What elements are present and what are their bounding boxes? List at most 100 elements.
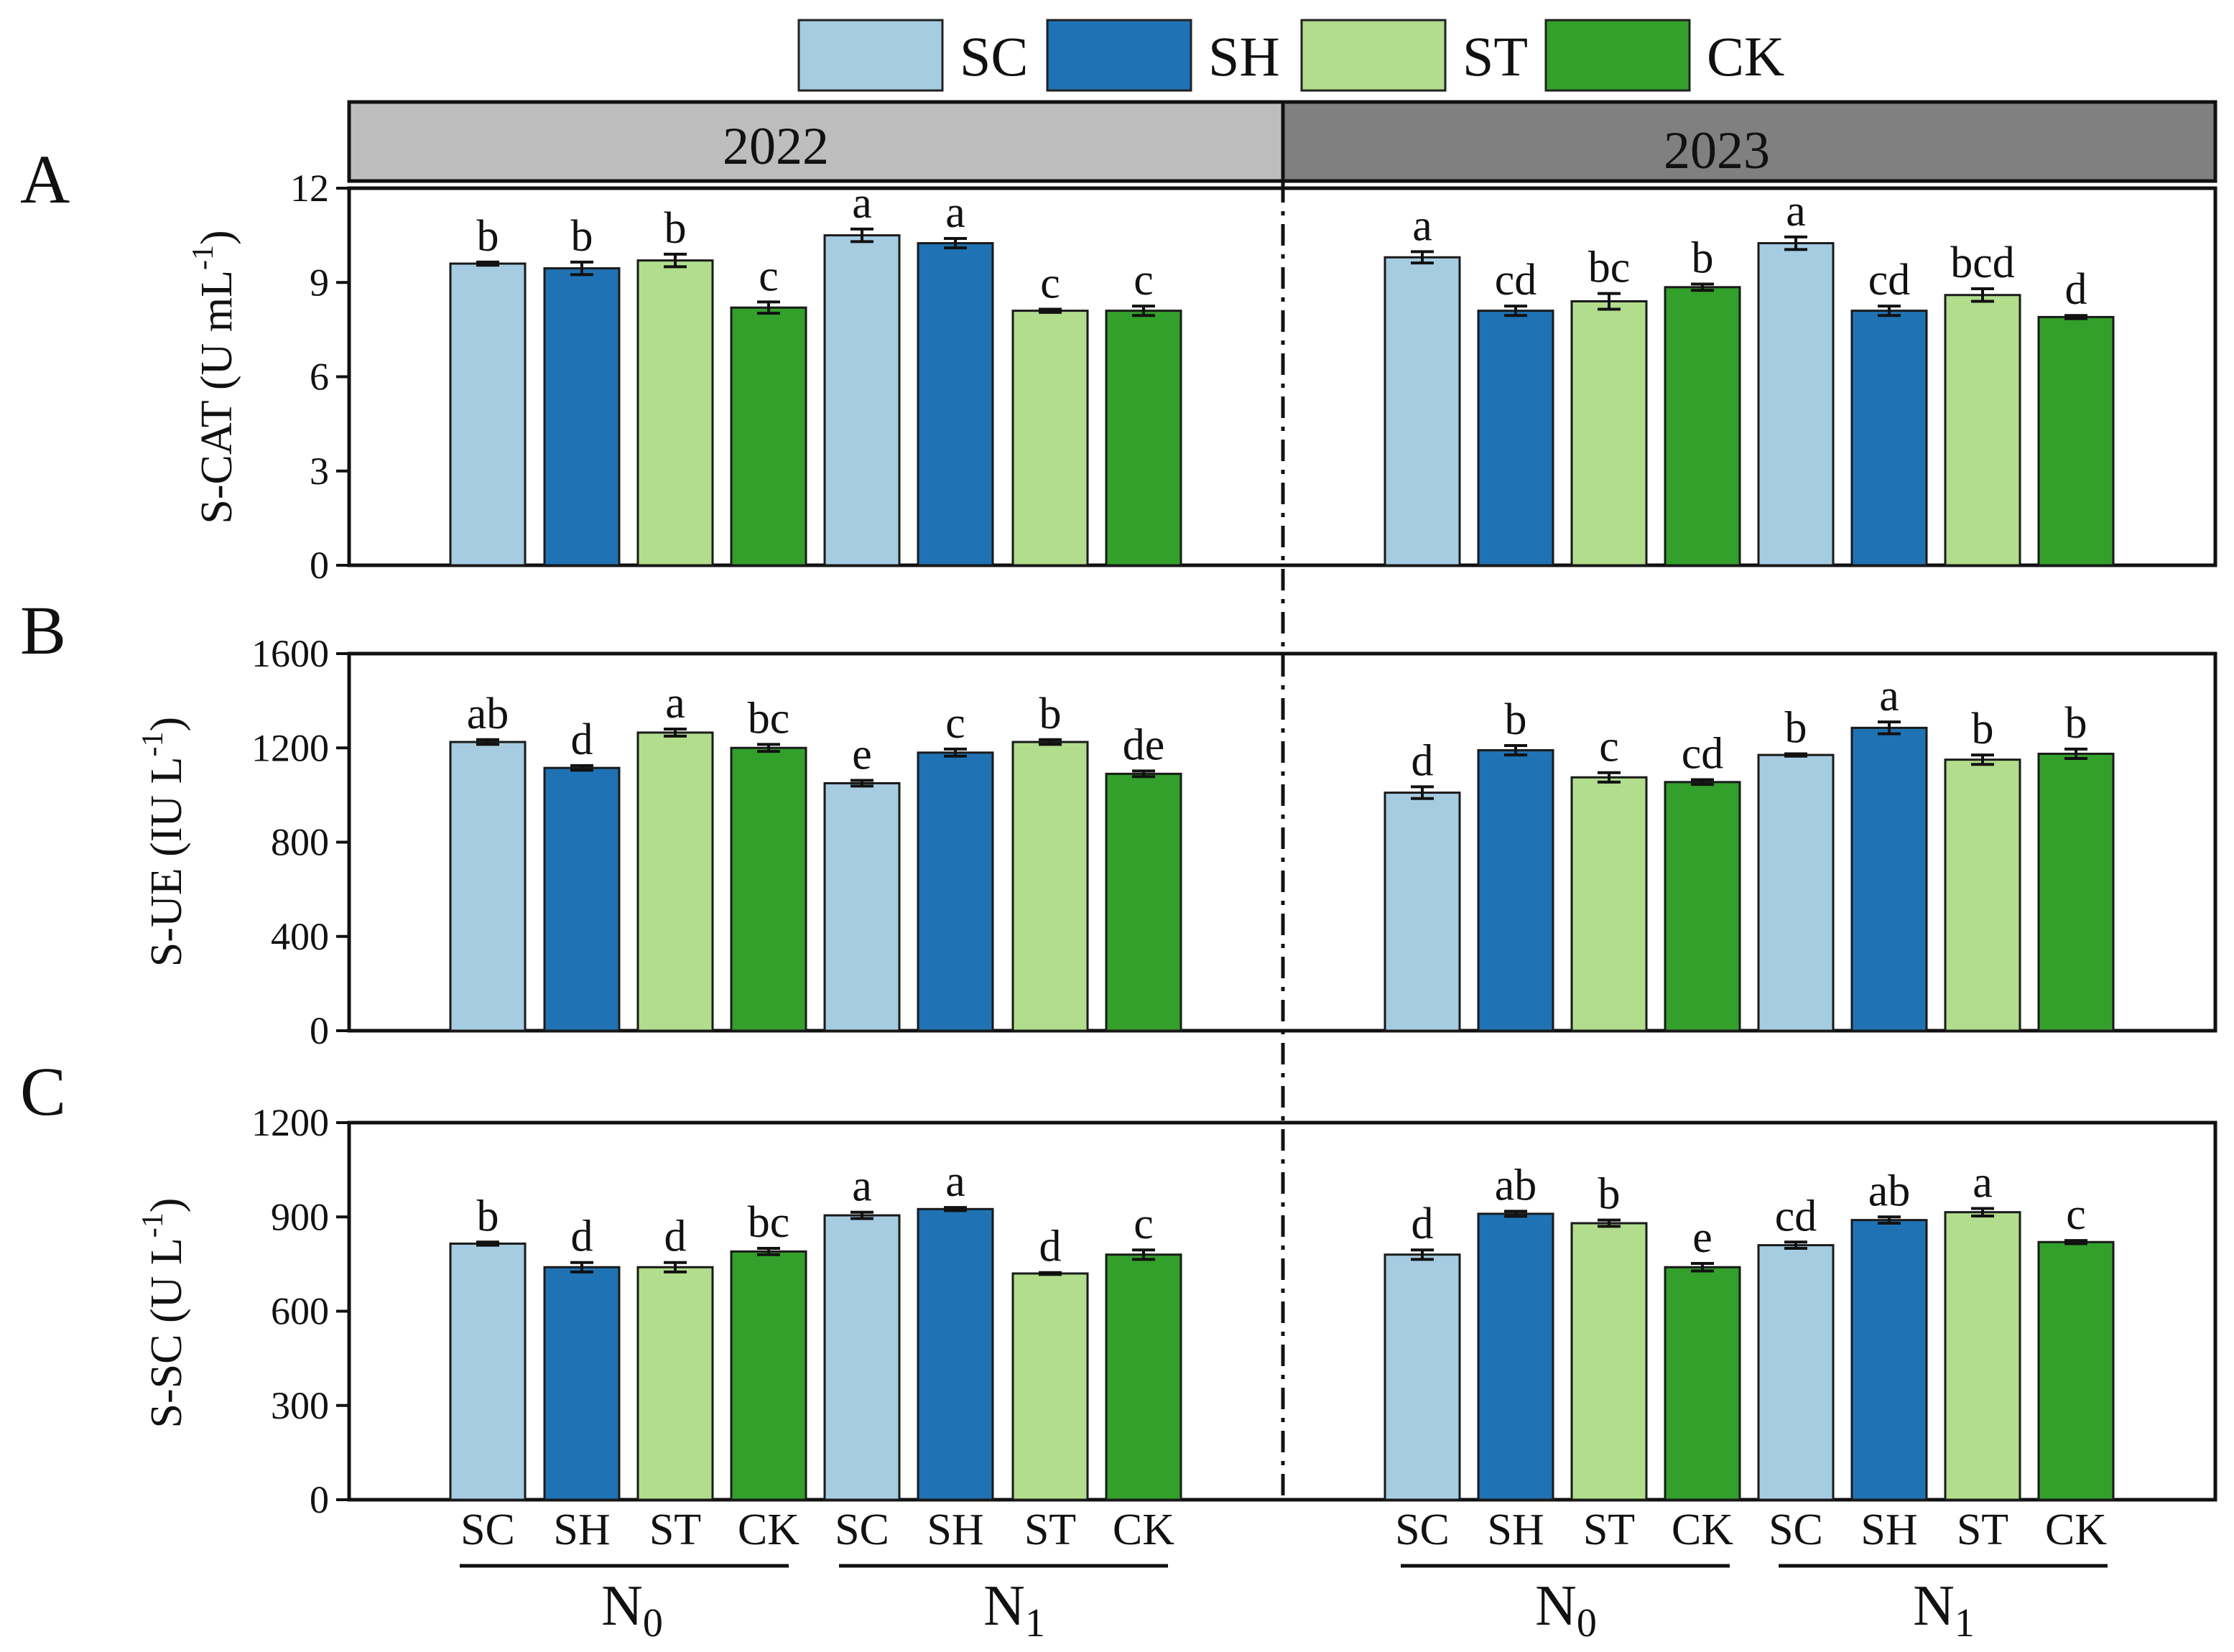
sig-letter-a-12: a xyxy=(1786,187,1806,236)
y-tick-label-a-0: 0 xyxy=(310,544,329,587)
sig-letter-b-9: b xyxy=(1505,695,1527,744)
y-axis-label-c-tail: ) xyxy=(142,1198,191,1213)
sig-letter-a-9: cd xyxy=(1495,256,1537,305)
bar-b-13 xyxy=(1850,726,1928,1032)
bar-c-11 xyxy=(1664,1266,1741,1501)
y-tick-label-c-1: 300 xyxy=(271,1384,329,1427)
legend: SC SH ST CK xyxy=(797,19,1784,92)
sig-letter-b-4: e xyxy=(852,730,872,779)
sig-letter-b-13: a xyxy=(1879,672,1899,720)
bar-c-4 xyxy=(823,1214,901,1501)
bar-b-7 xyxy=(1105,772,1182,1032)
group-label-n1-2023: N1 xyxy=(1913,1574,1975,1646)
bar-b-3 xyxy=(730,746,807,1032)
x-category-label-11: CK xyxy=(1672,1505,1733,1554)
legend-label-sh: SH xyxy=(1208,25,1280,88)
bar-a-11 xyxy=(1664,286,1741,567)
sig-letter-a-8: a xyxy=(1412,201,1432,250)
group-label-n1-2023-base: N xyxy=(1913,1574,1955,1638)
sig-letter-c-4: a xyxy=(852,1162,872,1211)
bar-b-15 xyxy=(2037,752,2115,1032)
bar-a-9 xyxy=(1477,310,1554,567)
legend-swatch-sh xyxy=(1046,19,1192,92)
sig-letter-b-15: b xyxy=(2065,699,2087,748)
bar-b-12 xyxy=(1757,753,1835,1032)
y-axis-label-c-sup: -1 xyxy=(136,1212,170,1238)
sig-letter-c-3: bc xyxy=(748,1198,790,1247)
bar-a-2 xyxy=(636,259,714,567)
group-label-n0-2023: N0 xyxy=(1535,1574,1597,1646)
y-tick-label-b-4: 1600 xyxy=(251,632,329,675)
year-header-2022 xyxy=(347,100,1285,183)
sig-letter-b-10: c xyxy=(1599,723,1619,771)
panel-letter-c: C xyxy=(20,1053,66,1130)
bar-c-6 xyxy=(1011,1272,1089,1501)
sig-letter-a-5: a xyxy=(945,188,965,237)
bar-b-0 xyxy=(449,741,527,1032)
legend-swatch-st xyxy=(1300,19,1447,92)
sig-letter-a-1: b xyxy=(571,212,593,261)
year-label-2023: 2023 xyxy=(1664,121,1770,180)
group-label-n0-2022-sub: 0 xyxy=(643,1601,663,1646)
y-tick-label-a-1: 3 xyxy=(310,450,329,493)
bar-a-4 xyxy=(823,234,901,567)
x-category-label-1: SH xyxy=(553,1505,610,1554)
y-axis-label-a-main: S-CAT (U mL xyxy=(193,270,241,524)
sig-letter-a-14: bcd xyxy=(1950,238,2015,287)
x-category-label-2: ST xyxy=(649,1505,701,1554)
y-axis-label-b-tail: ) xyxy=(142,717,191,732)
sig-letter-a-6: c xyxy=(1040,259,1060,307)
x-category-label-3: CK xyxy=(738,1505,799,1554)
bar-c-10 xyxy=(1570,1222,1648,1501)
bar-a-0 xyxy=(449,262,527,567)
group-label-n0-2023-sub: 0 xyxy=(1577,1601,1597,1646)
sig-letter-c-1: d xyxy=(571,1212,593,1261)
group-label-n0-2022-base: N xyxy=(601,1574,643,1638)
x-category-label-15: CK xyxy=(2045,1505,2107,1554)
sig-letter-a-4: a xyxy=(852,179,872,228)
x-category-label-9: SH xyxy=(1487,1505,1544,1554)
y-tick-label-c-2: 600 xyxy=(271,1290,329,1333)
sig-letter-b-2: a xyxy=(665,679,685,728)
bar-a-12 xyxy=(1757,242,1835,567)
bar-b-11 xyxy=(1664,781,1741,1032)
legend-label-st: ST xyxy=(1463,25,1528,88)
y-tick-label-b-2: 800 xyxy=(271,821,329,864)
sig-letter-c-2: d xyxy=(664,1212,687,1261)
group-label-n1-2022: N1 xyxy=(983,1574,1045,1646)
sig-letter-c-6: d xyxy=(1039,1222,1062,1271)
bar-c-13 xyxy=(1850,1219,1928,1501)
bar-b-5 xyxy=(917,751,994,1032)
x-category-label-10: ST xyxy=(1583,1505,1635,1554)
group-label-n0-2023-base: N xyxy=(1535,1574,1577,1638)
sig-letter-c-11: e xyxy=(1692,1213,1712,1262)
bar-a-7 xyxy=(1105,310,1182,567)
x-category-label-0: SC xyxy=(460,1505,515,1554)
year-label-2022: 2022 xyxy=(723,117,829,176)
bar-c-7 xyxy=(1105,1253,1182,1501)
year-header: 2022 2023 xyxy=(347,100,2217,183)
sig-letter-c-10: b xyxy=(1598,1170,1621,1219)
bar-b-1 xyxy=(543,766,621,1032)
sig-letter-a-10: bc xyxy=(1588,243,1631,292)
sig-letter-a-3: c xyxy=(759,251,779,300)
y-axis-label-c-main: S-SC (U L xyxy=(142,1238,191,1428)
y-tick-label-a-3: 9 xyxy=(310,261,329,304)
x-category-label-6: ST xyxy=(1024,1505,1076,1554)
x-category-label-8: SC xyxy=(1395,1505,1450,1554)
sig-letter-c-0: b xyxy=(477,1192,499,1240)
bar-c-14 xyxy=(1944,1211,2021,1501)
y-tick-label-b-1: 400 xyxy=(271,915,329,958)
group-label-n1-2022-base: N xyxy=(983,1574,1025,1638)
sig-letter-b-3: bc xyxy=(748,694,790,743)
sig-letter-b-14: b xyxy=(1972,705,1994,753)
y-tick-label-c-4: 1200 xyxy=(251,1101,329,1144)
y-axis-label-a: S-CAT (U mL-1) xyxy=(187,230,241,524)
legend-label-ck: CK xyxy=(1707,25,1784,88)
year-header-2023 xyxy=(1281,100,2217,183)
sig-letter-c-7: c xyxy=(1134,1199,1154,1248)
sig-letter-c-14: a xyxy=(1973,1158,1993,1207)
y-axis-label-b: S-UE (IU L-1) xyxy=(136,717,191,967)
nitrogen-groups: N0 N1 N0 N1 xyxy=(460,1564,2108,1646)
